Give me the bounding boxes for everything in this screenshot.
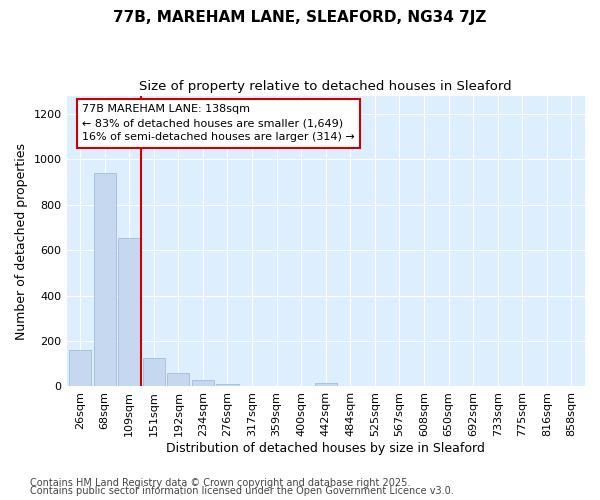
X-axis label: Distribution of detached houses by size in Sleaford: Distribution of detached houses by size …	[166, 442, 485, 455]
Bar	[69, 350, 91, 387]
Bar	[94, 173, 116, 386]
Bar	[315, 383, 337, 386]
Text: 77B MAREHAM LANE: 138sqm
← 83% of detached houses are smaller (1,649)
16% of sem: 77B MAREHAM LANE: 138sqm ← 83% of detach…	[82, 104, 355, 142]
Y-axis label: Number of detached properties: Number of detached properties	[15, 142, 28, 340]
Bar	[217, 384, 239, 386]
Bar	[118, 238, 140, 386]
Title: Size of property relative to detached houses in Sleaford: Size of property relative to detached ho…	[139, 80, 512, 93]
Text: Contains HM Land Registry data © Crown copyright and database right 2025.: Contains HM Land Registry data © Crown c…	[30, 478, 410, 488]
Text: Contains public sector information licensed under the Open Government Licence v3: Contains public sector information licen…	[30, 486, 454, 496]
Bar	[167, 374, 190, 386]
Bar	[143, 358, 165, 386]
Bar	[192, 380, 214, 386]
Text: 77B, MAREHAM LANE, SLEAFORD, NG34 7JZ: 77B, MAREHAM LANE, SLEAFORD, NG34 7JZ	[113, 10, 487, 25]
